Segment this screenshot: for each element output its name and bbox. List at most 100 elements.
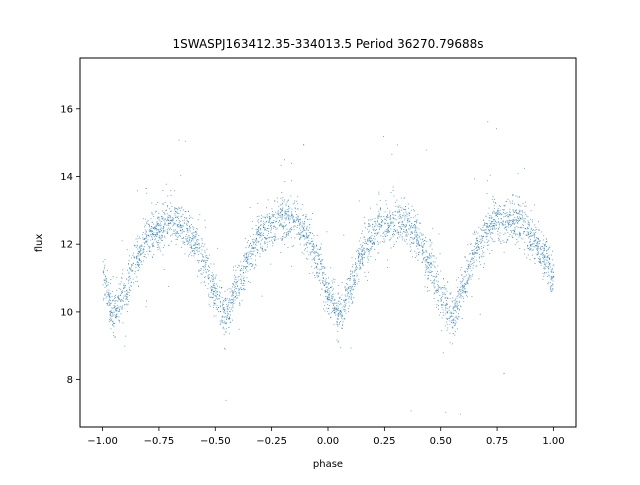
data-point bbox=[477, 232, 479, 234]
data-point bbox=[121, 277, 123, 279]
data-point bbox=[444, 287, 446, 288]
data-point bbox=[314, 259, 315, 261]
data-point bbox=[396, 232, 398, 234]
data-point bbox=[417, 243, 419, 244]
data-point bbox=[149, 226, 150, 228]
data-point bbox=[436, 304, 438, 306]
data-point bbox=[148, 235, 150, 237]
data-point bbox=[404, 231, 406, 233]
data-point bbox=[110, 320, 111, 322]
data-point bbox=[505, 222, 507, 224]
data-point bbox=[438, 286, 440, 288]
data-point bbox=[550, 282, 551, 284]
data-point bbox=[536, 237, 537, 239]
data-point bbox=[328, 288, 330, 290]
data-point bbox=[507, 216, 509, 218]
data-point bbox=[237, 276, 239, 278]
data-point bbox=[457, 291, 459, 292]
data-point bbox=[458, 292, 460, 294]
data-point bbox=[467, 296, 468, 298]
data-point bbox=[166, 230, 168, 232]
data-point bbox=[129, 278, 131, 279]
data-point bbox=[360, 259, 361, 261]
data-point bbox=[251, 247, 252, 249]
data-point bbox=[486, 193, 488, 194]
data-point bbox=[267, 228, 268, 229]
data-point bbox=[103, 271, 105, 273]
data-point bbox=[403, 224, 405, 226]
data-point bbox=[344, 317, 345, 319]
data-point bbox=[327, 297, 329, 298]
data-point bbox=[546, 266, 548, 268]
data-point bbox=[498, 238, 500, 240]
data-point bbox=[527, 223, 529, 225]
data-point bbox=[186, 217, 188, 219]
data-point bbox=[268, 233, 270, 234]
data-point bbox=[395, 205, 397, 207]
data-point bbox=[430, 267, 432, 268]
data-point bbox=[363, 237, 365, 238]
data-point bbox=[440, 298, 442, 300]
data-point bbox=[305, 232, 307, 234]
data-point bbox=[152, 233, 153, 234]
data-point bbox=[136, 280, 138, 282]
data-point bbox=[463, 284, 465, 286]
data-point bbox=[263, 232, 264, 234]
data-point bbox=[397, 211, 399, 213]
data-point bbox=[522, 221, 524, 223]
data-point bbox=[188, 235, 190, 236]
data-point bbox=[472, 274, 473, 276]
data-point bbox=[438, 233, 440, 235]
data-point bbox=[144, 226, 145, 228]
data-point bbox=[120, 293, 122, 295]
data-point bbox=[162, 236, 163, 238]
data-point bbox=[359, 269, 361, 270]
data-point bbox=[416, 222, 418, 224]
data-point bbox=[269, 217, 271, 219]
data-point bbox=[211, 288, 213, 290]
data-point bbox=[461, 274, 463, 276]
data-point bbox=[395, 230, 397, 231]
data-point bbox=[399, 205, 401, 207]
data-point bbox=[153, 223, 154, 225]
data-point bbox=[426, 240, 428, 242]
data-point bbox=[320, 268, 322, 270]
data-point bbox=[146, 223, 148, 225]
data-point bbox=[220, 287, 222, 289]
data-point bbox=[390, 192, 392, 193]
data-point bbox=[353, 282, 355, 284]
data-point bbox=[440, 300, 442, 302]
data-point bbox=[274, 236, 275, 237]
data-point bbox=[279, 212, 281, 214]
data-point bbox=[312, 272, 314, 274]
data-point bbox=[114, 296, 116, 298]
data-point bbox=[170, 190, 172, 191]
data-point bbox=[272, 245, 274, 247]
data-point bbox=[250, 263, 252, 264]
data-point bbox=[360, 253, 362, 255]
data-point bbox=[226, 289, 228, 291]
data-point bbox=[321, 263, 323, 265]
data-point bbox=[184, 211, 186, 212]
data-point bbox=[187, 241, 189, 242]
data-point bbox=[373, 229, 375, 230]
data-point bbox=[459, 294, 461, 295]
data-point bbox=[134, 273, 136, 275]
data-point bbox=[274, 235, 276, 237]
data-point bbox=[527, 227, 529, 229]
data-point bbox=[551, 271, 553, 273]
data-point bbox=[144, 238, 146, 239]
data-point bbox=[393, 243, 395, 245]
data-point bbox=[308, 218, 310, 220]
data-point bbox=[430, 264, 432, 266]
data-point bbox=[487, 226, 489, 227]
data-point bbox=[211, 277, 213, 279]
data-point bbox=[216, 305, 218, 307]
data-point bbox=[272, 216, 274, 217]
data-point bbox=[195, 231, 196, 232]
data-point bbox=[335, 314, 337, 316]
data-point bbox=[322, 266, 324, 268]
data-point bbox=[351, 288, 353, 290]
data-point bbox=[107, 305, 109, 307]
data-point bbox=[323, 272, 325, 274]
